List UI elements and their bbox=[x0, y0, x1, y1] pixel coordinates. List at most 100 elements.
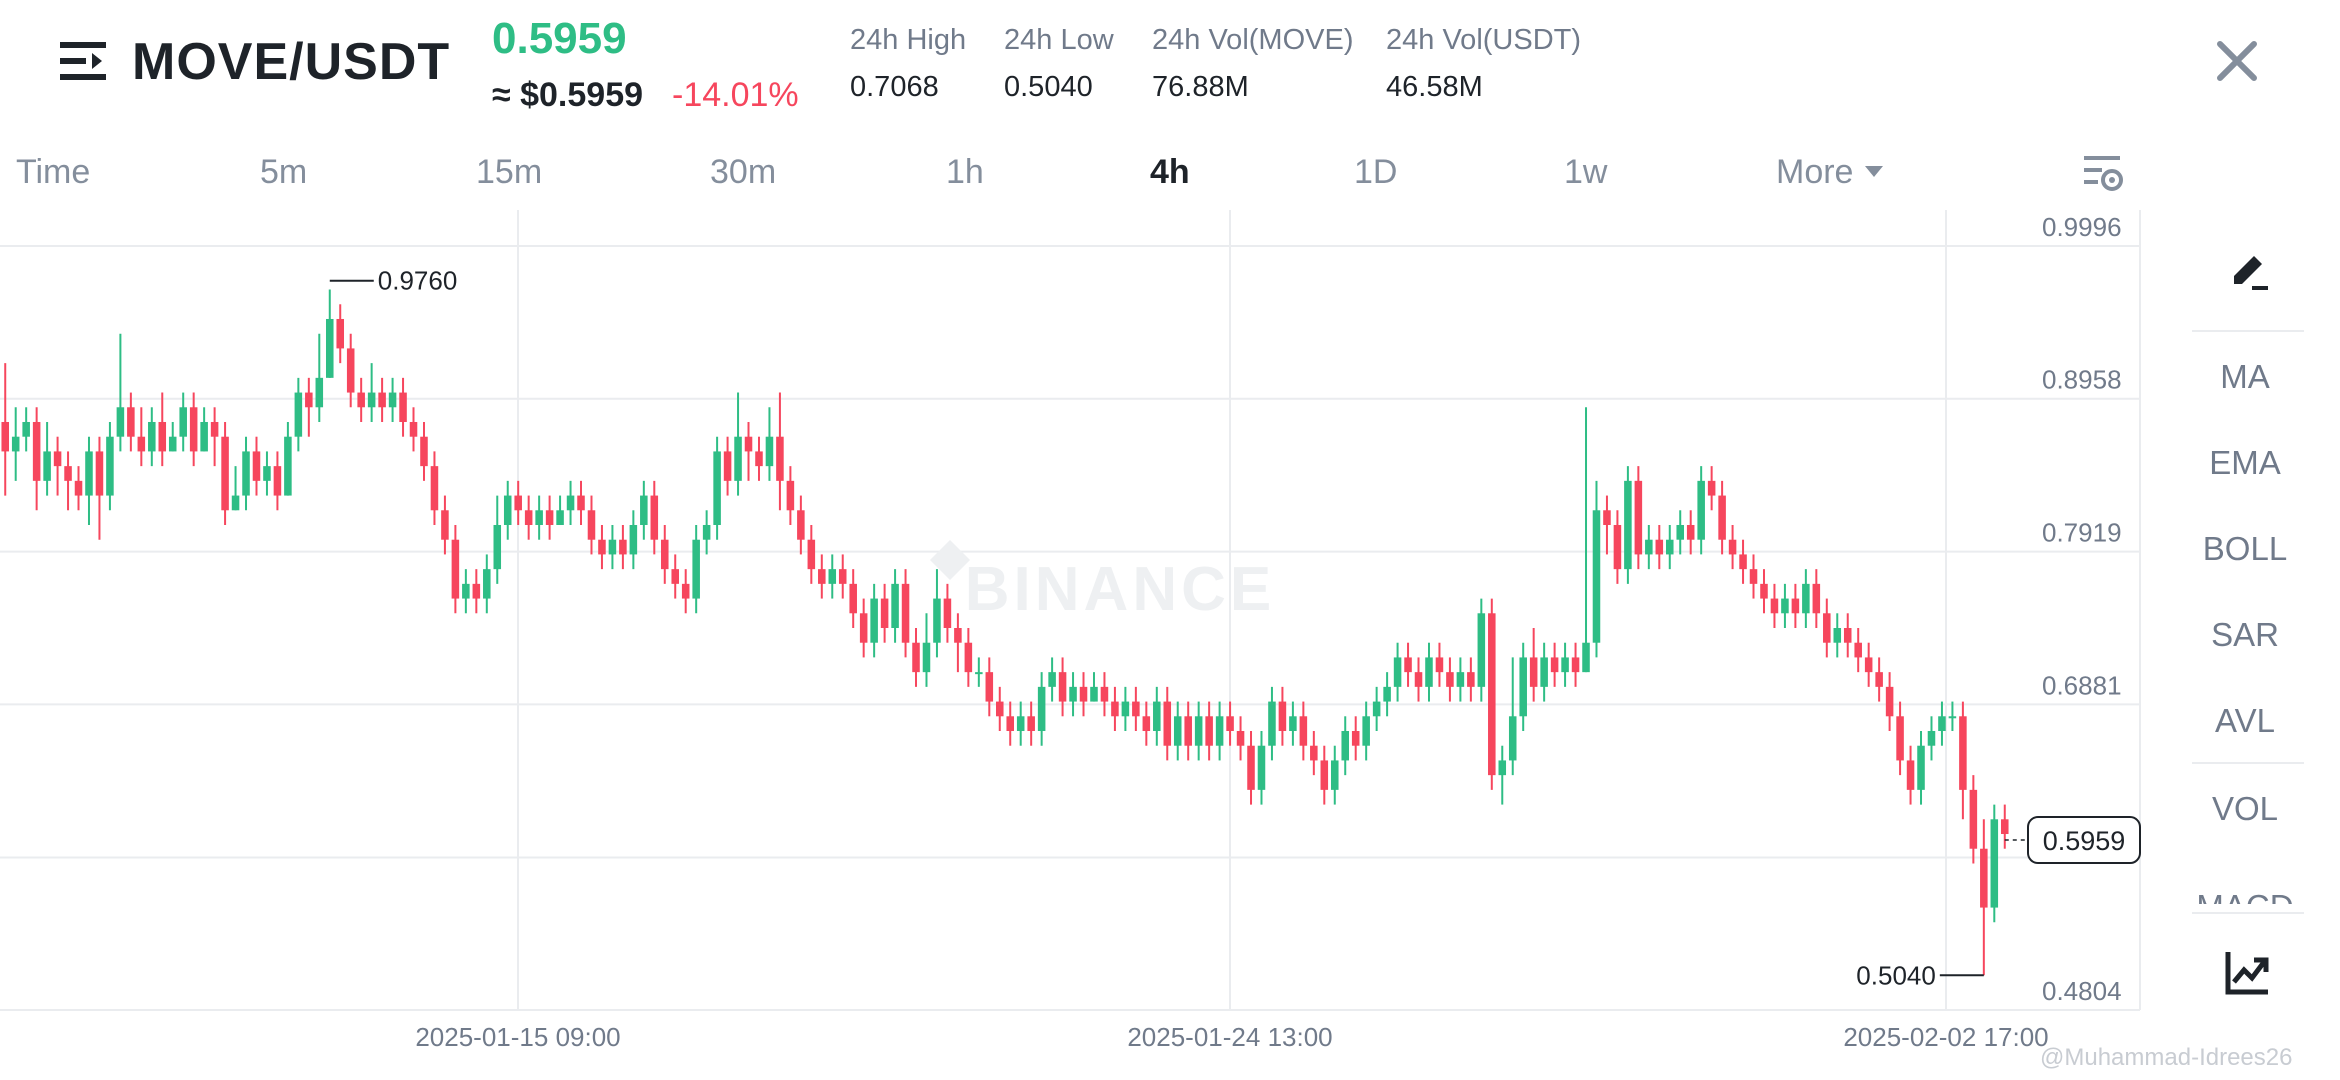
chart-settings-icon[interactable] bbox=[2082, 152, 2124, 194]
candle-body bbox=[1079, 686, 1088, 702]
indicator-ema[interactable]: EMA bbox=[2209, 444, 2281, 481]
tab-label: 5m bbox=[260, 153, 308, 191]
tab-1w[interactable]: 1w bbox=[1564, 153, 1607, 192]
candle-body bbox=[409, 421, 418, 437]
candle-body bbox=[1268, 701, 1276, 746]
candle-body bbox=[1519, 657, 1527, 717]
candle-body bbox=[1959, 716, 1967, 790]
candle-body bbox=[1173, 716, 1182, 746]
menu-icon[interactable] bbox=[58, 36, 110, 86]
candle-body bbox=[1980, 848, 1988, 908]
candle-body bbox=[838, 569, 847, 584]
candle-body bbox=[943, 598, 952, 628]
close-icon[interactable] bbox=[2212, 36, 2262, 86]
stat-label: 24h High bbox=[850, 24, 967, 56]
indicator-macd[interactable]: MACD bbox=[2150, 888, 2340, 904]
candle-body bbox=[1634, 480, 1643, 555]
indicator-ma[interactable]: MA bbox=[2220, 358, 2270, 395]
draw-tool-icon[interactable] bbox=[2226, 246, 2272, 292]
candle-body bbox=[1802, 583, 1810, 614]
candle-body bbox=[284, 436, 292, 496]
candle-body bbox=[1770, 598, 1779, 614]
y-tick-label: 0.9996 bbox=[2042, 212, 2122, 242]
candle-body bbox=[367, 392, 376, 408]
indicator-boll[interactable]: BOLL bbox=[2202, 530, 2288, 567]
tab-more[interactable]: More bbox=[1776, 153, 1884, 192]
pair-title: MOVE/USDT bbox=[132, 33, 451, 91]
candle-body bbox=[629, 524, 638, 555]
candle-body bbox=[598, 539, 606, 555]
candle-body bbox=[32, 421, 41, 481]
candle-body bbox=[1016, 716, 1025, 732]
ticker-header: MOVE/USDT 0.5959 ≈ $0.5959 -14.01% 24h H… bbox=[0, 0, 2340, 135]
stat-label: 24h Low bbox=[1004, 24, 1114, 56]
candle-body bbox=[263, 466, 271, 481]
credit-watermark: @Muhammad-Idrees26 bbox=[2040, 1044, 2293, 1071]
candle-body bbox=[1833, 628, 1842, 643]
candle-body bbox=[1613, 524, 1622, 570]
candle-body bbox=[985, 672, 994, 702]
candle-body bbox=[11, 436, 20, 452]
candle-body bbox=[1006, 716, 1015, 732]
candle-body bbox=[388, 392, 397, 408]
interval-tabs: Time 5m 15m 30m 1h 4h 1D 1w More bbox=[0, 145, 2140, 209]
candle-body bbox=[53, 451, 62, 467]
candlestick-chart[interactable]: 0.9996 0.8958 0.7919 0.6881 0.4804 2025-01-15… bbox=[0, 210, 2150, 1080]
tab-15m[interactable]: 15m bbox=[476, 153, 542, 192]
chart-type-icon[interactable] bbox=[2224, 948, 2272, 996]
candle-body bbox=[1278, 701, 1287, 732]
candle-body bbox=[1561, 657, 1569, 673]
candle-body bbox=[430, 466, 439, 511]
tab-30m[interactable]: 30m bbox=[710, 153, 776, 192]
tab-1h[interactable]: 1h bbox=[946, 153, 984, 192]
candle-body bbox=[975, 672, 983, 675]
tab-1d[interactable]: 1D bbox=[1354, 153, 1397, 192]
tab-5m[interactable]: 5m bbox=[260, 153, 307, 192]
candle-body bbox=[524, 510, 533, 525]
indicator-sar[interactable]: SAR bbox=[2211, 616, 2279, 653]
candle-body bbox=[64, 466, 72, 481]
candle-body bbox=[200, 421, 208, 452]
candle-body bbox=[744, 436, 753, 452]
candle-body bbox=[619, 539, 627, 555]
x-tick-label: 2025-01-24 13:00 bbox=[1127, 1022, 1332, 1052]
candle-body bbox=[1948, 716, 1957, 719]
candle-body bbox=[1435, 657, 1444, 673]
candle-body bbox=[1592, 510, 1601, 643]
tab-label: 1w bbox=[1564, 153, 1608, 191]
candle-body bbox=[1194, 716, 1203, 746]
candle-body bbox=[786, 480, 795, 511]
candle-body bbox=[1864, 657, 1873, 673]
candle-body bbox=[1676, 524, 1685, 540]
candle-body bbox=[1351, 731, 1360, 746]
candle-body bbox=[127, 407, 135, 437]
candle-body bbox=[1467, 672, 1475, 687]
tab-time[interactable]: Time bbox=[16, 153, 90, 192]
tab-4h[interactable]: 4h bbox=[1150, 153, 1190, 192]
indicator-vol[interactable]: VOL bbox=[2211, 790, 2279, 827]
candle-body bbox=[964, 642, 973, 673]
candle-body bbox=[577, 495, 585, 511]
candle-body bbox=[1655, 539, 1664, 555]
candle-body bbox=[346, 348, 355, 393]
candle-body bbox=[1048, 672, 1056, 687]
candle-body bbox=[587, 510, 596, 540]
candle-body bbox=[1456, 672, 1465, 687]
candle-body bbox=[1372, 701, 1381, 717]
candle-body bbox=[1257, 745, 1266, 790]
tab-label: 1D bbox=[1354, 153, 1398, 191]
candle-body bbox=[336, 318, 345, 349]
candle-body bbox=[1404, 657, 1412, 673]
candle-body bbox=[357, 392, 365, 408]
tab-label: 4h bbox=[1150, 153, 1190, 191]
candle-body bbox=[189, 407, 198, 452]
indicator-avl[interactable]: AVL bbox=[2215, 702, 2275, 739]
candle-body bbox=[1624, 480, 1632, 570]
candle-body bbox=[1163, 701, 1172, 746]
candle-body bbox=[315, 377, 324, 408]
candle-body bbox=[1843, 628, 1852, 643]
candle-body bbox=[1393, 657, 1402, 687]
candle-body bbox=[1037, 686, 1046, 732]
candle-body bbox=[294, 392, 303, 437]
candle-body bbox=[2000, 819, 2009, 835]
